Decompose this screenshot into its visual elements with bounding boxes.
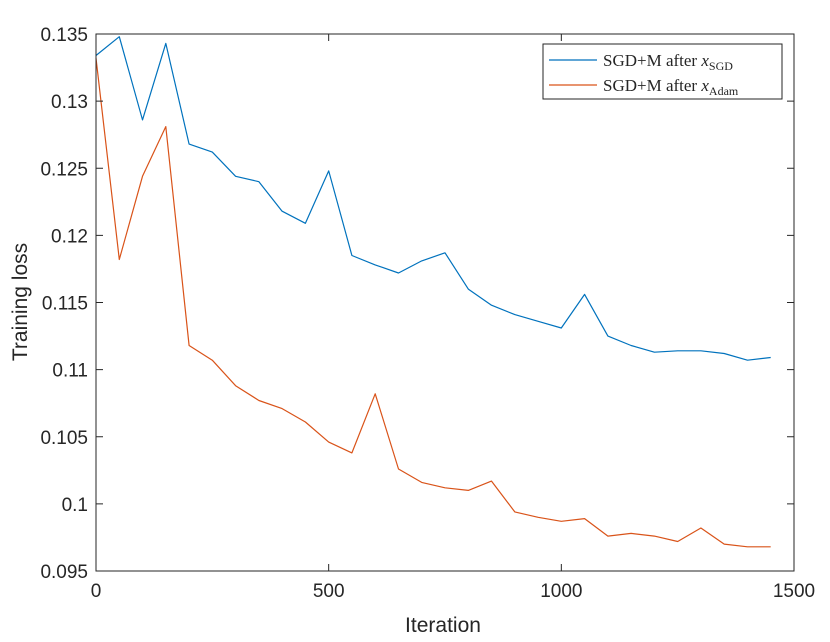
y-tick-label: 0.11 [52, 361, 88, 382]
y-tick-label: 0.095 [40, 562, 88, 583]
plot-background [96, 34, 794, 571]
y-axis: 0.095 0.1 0.105 0.11 0.115 0.12 0.125 0.13 0.135 [40, 25, 794, 583]
legend: SGD+M after xSGD SGD+M after xAdam [542, 43, 783, 100]
series-layer [95, 36, 771, 548]
y-tick-label: 0.105 [40, 428, 88, 449]
legend-label: SGD+M after xAdam [603, 76, 739, 98]
series-line-adam [95, 58, 771, 548]
y-tick-label: 0.13 [51, 92, 88, 113]
y-tick-label: 0.135 [40, 25, 88, 46]
series-line-sgd [95, 36, 771, 361]
y-tick-label: 0.125 [40, 159, 88, 180]
x-tick-label: 500 [313, 581, 345, 602]
y-tick-label: 0.1 [62, 495, 88, 516]
x-axis: 0 500 1000 1500 [91, 34, 815, 602]
legend-label: SGD+M after xSGD [603, 51, 733, 73]
x-axis-title: Iteration [405, 614, 481, 637]
y-tick-label: 0.115 [42, 294, 88, 315]
y-tick-label: 0.12 [51, 226, 88, 247]
x-tick-label: 1000 [540, 581, 582, 602]
legend-box [542, 43, 783, 100]
x-tick-label: 1500 [773, 581, 815, 602]
y-axis-title: Training loss [9, 243, 32, 361]
x-tick-label: 0 [91, 581, 102, 602]
